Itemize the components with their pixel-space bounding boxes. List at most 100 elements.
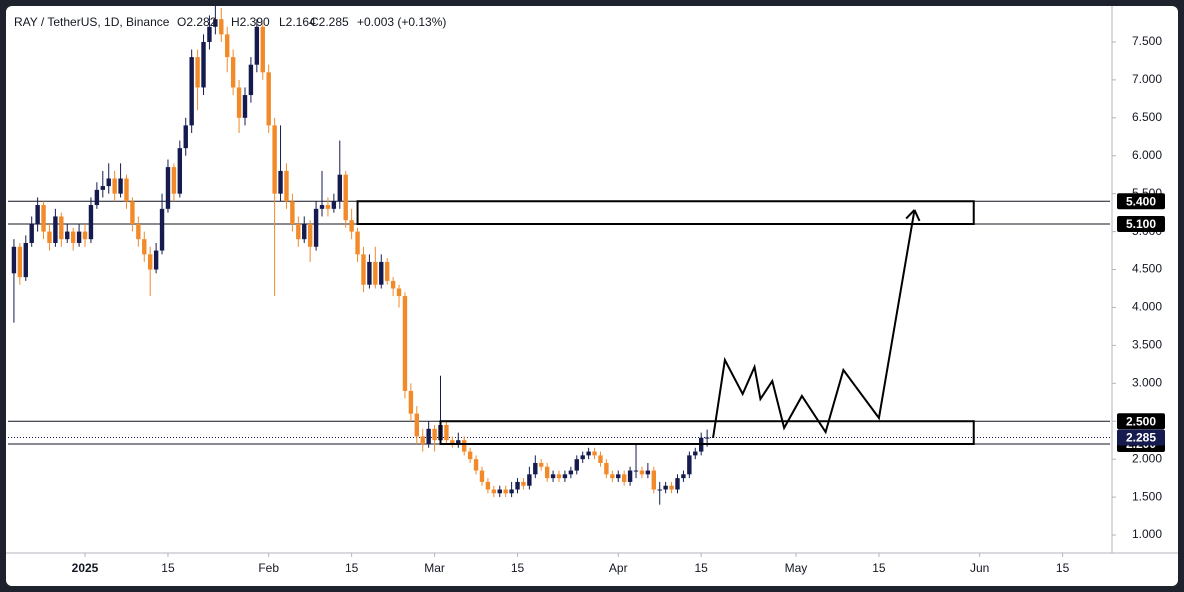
zone bbox=[356, 200, 975, 226]
candle-body bbox=[213, 19, 218, 27]
candle-body bbox=[207, 26, 212, 42]
candle-body bbox=[627, 470, 633, 482]
x-tick-label: 15 bbox=[511, 561, 525, 575]
candle-body bbox=[35, 205, 40, 225]
candle-body bbox=[165, 167, 171, 209]
candle-body bbox=[527, 474, 532, 486]
candle-body bbox=[580, 455, 585, 460]
y-tick-label: 1.000 bbox=[1132, 527, 1162, 541]
candle-body bbox=[219, 19, 224, 35]
y-tick-label: 6.500 bbox=[1132, 110, 1162, 124]
candle-body bbox=[539, 462, 544, 467]
candle-body bbox=[598, 455, 603, 463]
x-tick-label: 15 bbox=[345, 561, 359, 575]
y-tick-label: 7.500 bbox=[1132, 34, 1162, 48]
candle-body bbox=[201, 41, 206, 88]
candle-body bbox=[491, 489, 497, 494]
y-tick-label: 4.000 bbox=[1132, 300, 1162, 314]
candle-body bbox=[467, 451, 473, 460]
ohlc-high: H2.390 bbox=[231, 15, 270, 29]
candle-body bbox=[130, 201, 135, 225]
candle-body bbox=[657, 489, 662, 491]
candle-body bbox=[183, 125, 188, 149]
candle-body bbox=[47, 231, 52, 243]
price-label-box bbox=[1117, 193, 1165, 210]
candle-body bbox=[402, 296, 408, 391]
candle-body bbox=[94, 189, 100, 206]
candle-body bbox=[432, 428, 437, 441]
candle-body bbox=[651, 470, 656, 490]
price-label-box bbox=[1117, 413, 1165, 430]
x-tick-label: Jun bbox=[970, 561, 989, 575]
candle-body bbox=[337, 174, 342, 202]
y-tick-label: 6.000 bbox=[1132, 148, 1162, 162]
candle-body bbox=[82, 231, 88, 240]
candle-body bbox=[88, 205, 94, 240]
ohlc-open: O2.282 bbox=[177, 15, 217, 29]
candle-body bbox=[521, 481, 526, 486]
candle-body bbox=[408, 390, 414, 414]
candle-body bbox=[633, 470, 639, 472]
candle-body bbox=[497, 489, 502, 494]
candle-body bbox=[681, 474, 686, 479]
candle-body bbox=[462, 440, 467, 452]
plot bbox=[8, 4, 1110, 505]
candle-body bbox=[29, 224, 34, 243]
x-tick-label: 15 bbox=[872, 561, 886, 575]
candle-body bbox=[373, 261, 378, 285]
candle-body bbox=[704, 437, 710, 439]
candle-body bbox=[189, 57, 194, 126]
y-tick-label: 3.500 bbox=[1132, 338, 1162, 352]
candle-body bbox=[278, 170, 283, 194]
candle-body bbox=[473, 459, 479, 471]
candle-body bbox=[248, 64, 254, 96]
x-tick-label: Feb bbox=[258, 561, 279, 575]
candle-body bbox=[11, 246, 17, 274]
price-label: 5.100 bbox=[1126, 217, 1156, 231]
candle-body bbox=[23, 242, 28, 278]
candle-body bbox=[384, 261, 390, 281]
candle-body bbox=[485, 481, 491, 490]
candle-body bbox=[444, 425, 449, 441]
candle-body bbox=[106, 178, 111, 187]
ohlc-change: +0.003 (+0.13%) bbox=[357, 15, 446, 29]
ohlc-close: C2.285 bbox=[310, 15, 349, 29]
candle-body bbox=[124, 178, 129, 202]
candle-body bbox=[230, 57, 236, 88]
candle-body bbox=[550, 474, 556, 479]
x-tick-label: Apr bbox=[609, 561, 628, 575]
candle-body bbox=[171, 167, 177, 194]
y-tick-label: 2.000 bbox=[1132, 451, 1162, 465]
x-tick-label: 15 bbox=[1056, 561, 1070, 575]
y-tick-label: 1.500 bbox=[1132, 489, 1162, 503]
candle-body bbox=[610, 474, 615, 479]
candle-body bbox=[118, 178, 123, 194]
candle-body bbox=[225, 34, 230, 58]
candle-body bbox=[177, 148, 183, 194]
candle-body bbox=[70, 231, 76, 243]
candle-body bbox=[509, 489, 514, 494]
candle-body bbox=[503, 489, 508, 494]
candle-body bbox=[147, 254, 153, 270]
candle-body bbox=[284, 170, 289, 202]
candle-body bbox=[379, 261, 384, 285]
arrow-head bbox=[905, 209, 916, 220]
candle-body bbox=[254, 26, 260, 65]
price-label-box bbox=[1117, 216, 1165, 233]
candle-body bbox=[153, 250, 159, 270]
ohlc-low: L2.164 bbox=[279, 15, 316, 29]
candle-body bbox=[533, 462, 538, 475]
x-tick-label: 15 bbox=[695, 561, 709, 575]
price-label-box bbox=[1117, 429, 1165, 446]
candle-body bbox=[159, 208, 165, 251]
candle-body bbox=[236, 87, 242, 118]
candle-body bbox=[136, 224, 141, 240]
candle-body bbox=[296, 224, 301, 240]
candle-body bbox=[76, 231, 82, 243]
candle-body bbox=[290, 201, 295, 225]
candle-body bbox=[621, 474, 627, 482]
candle-body bbox=[302, 224, 307, 240]
candle-body bbox=[260, 26, 265, 73]
price-label: 5.400 bbox=[1126, 194, 1156, 208]
